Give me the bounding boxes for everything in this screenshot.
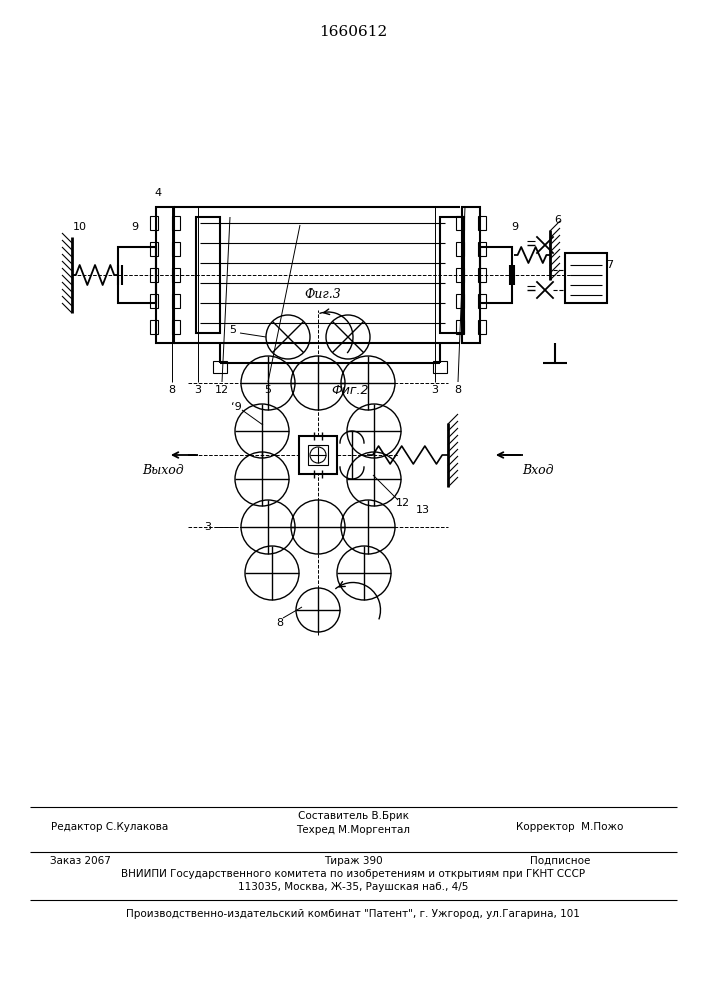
- Bar: [299, 436, 337, 474]
- Bar: [478, 216, 486, 230]
- Text: 3: 3: [431, 385, 438, 395]
- Bar: [440, 217, 464, 333]
- Text: ‘9: ‘9: [230, 402, 241, 412]
- Text: Заказ 2067: Заказ 2067: [49, 856, 110, 866]
- Text: Фиг.3: Фиг.3: [305, 288, 341, 302]
- Text: 10: 10: [73, 222, 87, 232]
- Bar: [196, 217, 220, 333]
- Text: Редактор С.Кулакова: Редактор С.Кулакова: [52, 822, 169, 832]
- Text: 8: 8: [276, 618, 284, 628]
- Text: 13: 13: [416, 505, 430, 515]
- Bar: [172, 216, 180, 230]
- Bar: [172, 268, 180, 282]
- Bar: [478, 294, 486, 308]
- Text: Корректор  М.Пожо: Корректор М.Пожо: [516, 822, 624, 832]
- Text: 1660612: 1660612: [319, 25, 387, 39]
- Text: 3: 3: [194, 385, 201, 395]
- Bar: [150, 294, 158, 308]
- Bar: [565, 253, 607, 303]
- Text: ВНИИПИ Государственного комитета по изобретениям и открытиям при ГКНТ СССР: ВНИИПИ Государственного комитета по изоб…: [121, 869, 585, 879]
- Text: 8: 8: [455, 385, 462, 395]
- Text: Производственно-издательский комбинат "Патент", г. Ужгород, ул.Гагарина, 101: Производственно-издательский комбинат "П…: [126, 909, 580, 919]
- Text: 6: 6: [554, 215, 561, 225]
- Text: Тираж 390: Тираж 390: [324, 856, 382, 866]
- Text: 9: 9: [511, 222, 518, 232]
- Bar: [118, 247, 156, 303]
- Bar: [150, 320, 158, 334]
- Text: Выход: Выход: [142, 464, 184, 477]
- Bar: [172, 320, 180, 334]
- Bar: [456, 216, 464, 230]
- Bar: [478, 320, 486, 334]
- Bar: [478, 268, 486, 282]
- Text: 5: 5: [230, 325, 237, 335]
- Text: 12: 12: [215, 385, 229, 395]
- Text: Техред М.Моргентал: Техред М.Моргентал: [296, 825, 410, 835]
- Text: 9: 9: [132, 222, 139, 232]
- Text: 4: 4: [154, 188, 162, 198]
- Text: Фиг.2: Фиг.2: [332, 383, 369, 396]
- Text: 7: 7: [607, 260, 614, 270]
- Text: 113035, Москва, Ж-35, Раушская наб., 4/5: 113035, Москва, Ж-35, Раушская наб., 4/5: [238, 882, 468, 892]
- Bar: [433, 361, 447, 373]
- Bar: [456, 242, 464, 256]
- Text: Вход: Вход: [522, 464, 554, 477]
- Bar: [156, 207, 174, 343]
- Bar: [480, 247, 512, 303]
- Bar: [456, 268, 464, 282]
- Bar: [462, 207, 480, 343]
- Text: 5: 5: [264, 385, 271, 395]
- Bar: [456, 320, 464, 334]
- Bar: [308, 445, 328, 465]
- Bar: [478, 242, 486, 256]
- Bar: [150, 242, 158, 256]
- Bar: [150, 216, 158, 230]
- Bar: [172, 242, 180, 256]
- Text: Составитель В.Брик: Составитель В.Брик: [298, 811, 409, 821]
- Bar: [456, 294, 464, 308]
- Text: 12: 12: [396, 498, 410, 508]
- Text: 8: 8: [168, 385, 175, 395]
- Bar: [150, 268, 158, 282]
- Text: Подписное: Подписное: [530, 856, 590, 866]
- Text: 3: 3: [204, 522, 211, 532]
- Bar: [213, 361, 227, 373]
- Bar: [172, 294, 180, 308]
